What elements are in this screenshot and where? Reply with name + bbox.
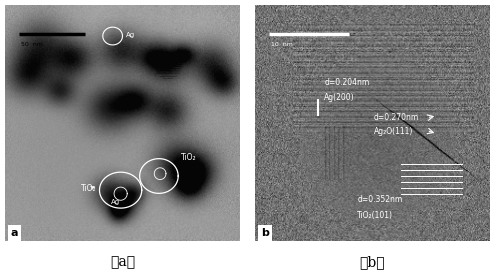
Text: d=0.204nm: d=0.204nm (324, 78, 370, 87)
Text: TiO₂: TiO₂ (82, 184, 97, 193)
Text: a: a (11, 228, 18, 238)
Text: （b）: （b） (360, 255, 386, 269)
Text: 50  nm: 50 nm (22, 42, 44, 47)
Text: Ag: Ag (126, 32, 135, 38)
Text: TiO₂: TiO₂ (181, 153, 197, 162)
Text: Ag₂O(111): Ag₂O(111) (374, 127, 413, 136)
Text: d=0.270nm: d=0.270nm (374, 113, 419, 122)
Text: Ag(200): Ag(200) (324, 92, 355, 101)
Text: b: b (261, 228, 269, 238)
Text: （a）: （a） (110, 255, 135, 269)
Text: Ag: Ag (111, 199, 120, 205)
Text: TiO₂(101): TiO₂(101) (357, 211, 393, 220)
Text: 10  nm: 10 nm (272, 42, 293, 47)
Text: d=0.352nm: d=0.352nm (357, 195, 403, 204)
